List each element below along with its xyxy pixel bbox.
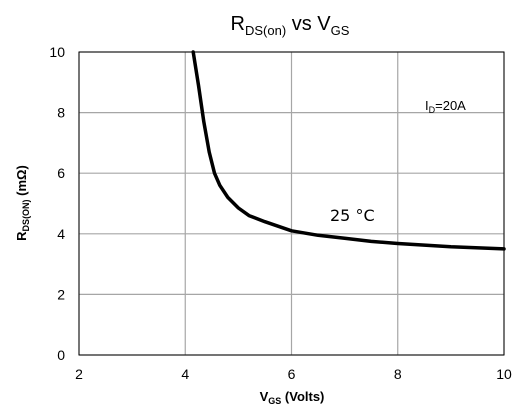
y-tick-label: 2: [57, 286, 65, 302]
annotation-main: I: [425, 98, 429, 113]
chart-title: RDS(on) vs VGS: [231, 13, 350, 38]
annotation-rest: =20A: [435, 98, 466, 113]
x-tick-label: 10: [496, 366, 512, 382]
y-tick-label: 10: [49, 44, 65, 60]
x-tick-label: 2: [75, 366, 83, 382]
series-line: [191, 50, 506, 251]
x-axis-label: VGS (Volts): [260, 389, 325, 406]
chart-title-sub2: GS: [331, 23, 350, 38]
chart-title-main: R: [231, 13, 245, 35]
plot-frame: [78, 51, 505, 356]
series-label: 25 °C: [330, 206, 375, 225]
current-annotation: ID=20A: [425, 98, 466, 115]
y-tick-labels: 0 2 4 6 8 10: [49, 44, 65, 363]
x-tick-label: 6: [288, 366, 296, 382]
chart-title-sub: DS(on): [245, 23, 286, 38]
x-axis-label-rest: (Volts): [281, 389, 324, 404]
x-tick-labels: 2 4 6 8 10: [75, 366, 512, 382]
y-axis-label: RDS(ON) (mΩ): [14, 165, 31, 241]
y-axis-label-main: R: [14, 231, 29, 241]
annotation-sub: D: [429, 105, 436, 115]
y-tick-label: 0: [57, 347, 65, 363]
x-tick-label: 4: [181, 366, 189, 382]
y-tick-label: 8: [57, 105, 65, 121]
y-axis-label-rest: (mΩ): [14, 165, 29, 199]
y-tick-label: 6: [57, 165, 65, 181]
chart-title-mid: vs V: [286, 13, 331, 35]
x-axis-label-main: V: [260, 389, 269, 404]
y-tick-label: 4: [57, 226, 65, 242]
x-axis-label-sub: GS: [268, 396, 281, 406]
x-tick-label: 8: [394, 366, 402, 382]
y-axis-label-sub: DS(ON): [21, 199, 31, 231]
series-group: [191, 50, 506, 251]
